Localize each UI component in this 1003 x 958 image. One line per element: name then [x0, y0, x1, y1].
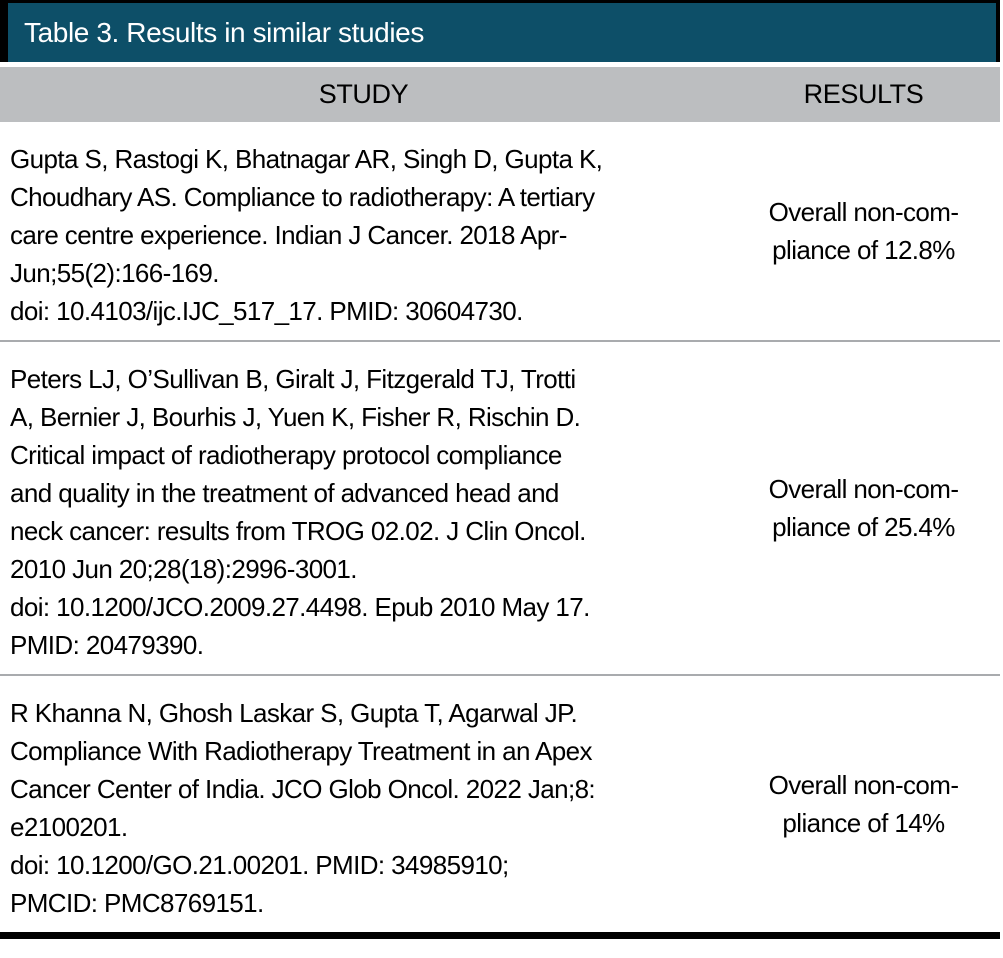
- study-citation: Peters LJ, O’Sullivan B, Giralt J, Fitzg…: [10, 364, 590, 660]
- table-title: Table 3. Results in similar studies: [24, 16, 424, 48]
- table-title-bar: Table 3. Results in similar studies: [0, 0, 1000, 62]
- study-citation: Gupta S, Rastogi K, Bhatnagar AR, Singh …: [10, 144, 603, 326]
- column-header-study: STUDY: [318, 79, 409, 109]
- results-table: Table 3. Results in similar studies STUD…: [0, 0, 1000, 939]
- column-header-results: RESULTS: [803, 79, 924, 109]
- column-header-row: STUDY RESULTS: [0, 67, 1000, 122]
- result-value: Overall non-com- pliance of 25.4%: [768, 474, 959, 542]
- table-row: Peters LJ, O’Sullivan B, Giralt J, Fitzg…: [0, 342, 1000, 676]
- result-value: Overall non-com- pliance of 12.8%: [768, 197, 959, 265]
- result-value: Overall non-com- pliance of 14%: [768, 770, 959, 838]
- table-row: Gupta S, Rastogi K, Bhatnagar AR, Singh …: [0, 122, 1000, 342]
- table-row: R Khanna N, Ghosh Laskar S, Gupta T, Aga…: [0, 676, 1000, 939]
- study-citation: R Khanna N, Ghosh Laskar S, Gupta T, Aga…: [10, 698, 596, 918]
